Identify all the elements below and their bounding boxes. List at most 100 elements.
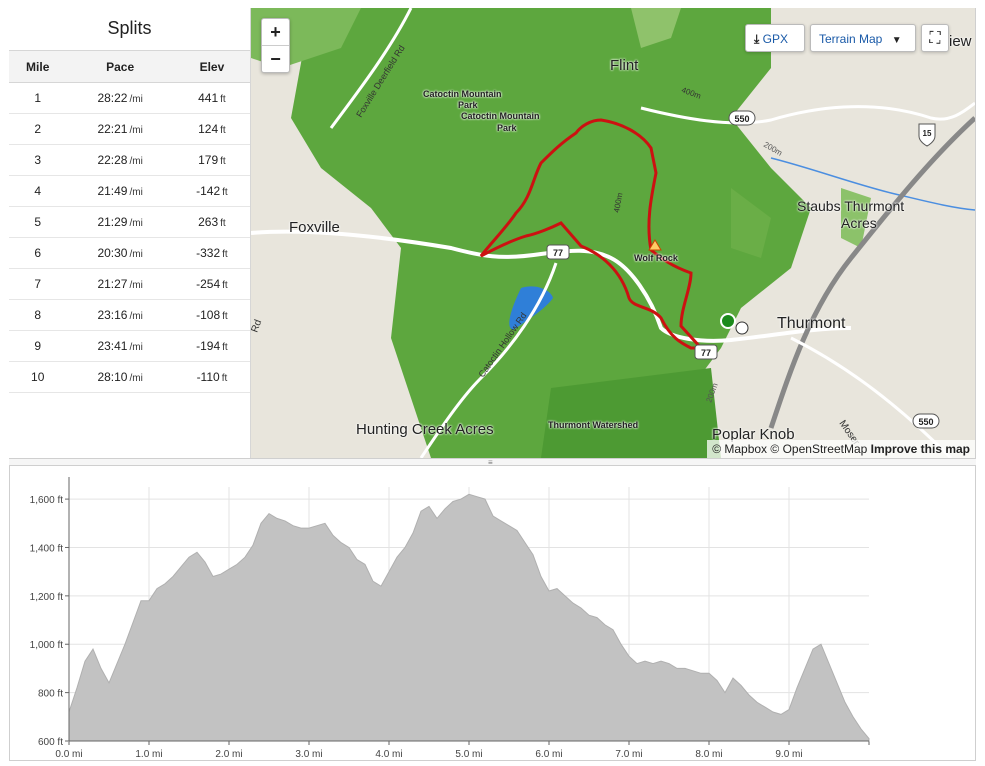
- gpx-download-button[interactable]: ⤓ GPX: [745, 24, 805, 52]
- y-tick-label: 1,400 ft: [30, 543, 64, 554]
- panel-resize-handle[interactable]: ≡: [9, 458, 976, 467]
- label-wolf-rock: Wolf Rock: [634, 253, 678, 263]
- splits-panel: Splits Mile Pace Elev 1 28:22/mi 441 ft 2 22:…: [9, 8, 251, 458]
- x-tick-label: 9.0 mi: [775, 749, 802, 760]
- start-marker: [720, 313, 736, 329]
- fullscreen-button[interactable]: ⛶: [921, 24, 949, 52]
- highway-15: [768, 116, 975, 429]
- split-mile: 1: [9, 82, 67, 114]
- y-tick-label: 800 ft: [38, 689, 63, 700]
- fullscreen-icon: ⛶: [929, 30, 941, 47]
- split-mile: 2: [9, 113, 67, 145]
- route-shield-550b: 550: [912, 413, 940, 429]
- splits-header-row: Mile Pace Elev: [9, 51, 250, 83]
- split-pace: 21:27/mi: [66, 268, 174, 300]
- svg-text:15: 15: [923, 129, 932, 138]
- split-row: 7 21:27/mi -254 ft: [9, 268, 250, 300]
- x-tick-label: 5.0 mi: [455, 749, 482, 760]
- label-thurmont: Thurmont: [777, 315, 846, 332]
- split-row: 3 22:28/mi 179 ft: [9, 144, 250, 176]
- road-hollow: [419, 262, 558, 458]
- zoom-control: + −: [261, 18, 290, 73]
- route-shield-550a: 550: [728, 110, 756, 126]
- elevation-area: [68, 493, 870, 742]
- label-hunting-creek: Hunting Creek Acres: [356, 421, 494, 438]
- label-staubs: Staubs Thurmont: [797, 198, 905, 214]
- split-mile: 5: [9, 206, 67, 238]
- river: [770, 157, 975, 211]
- attribution-osm-link[interactable]: © OpenStreetMap: [770, 442, 868, 456]
- split-pace: 21:29/mi: [66, 206, 174, 238]
- split-mile: 6: [9, 237, 67, 269]
- split-pace: 21:49/mi: [66, 175, 174, 207]
- interstate-shield-15: 15: [918, 123, 936, 147]
- label-poplar-knob: Poplar Knob: [712, 426, 795, 443]
- label-catoctin-1: Catoctin Mountain: [423, 89, 502, 99]
- split-mile: 10: [9, 361, 67, 393]
- drag-handle-icon: ≡: [488, 458, 493, 467]
- split-elev: -194 ft: [173, 330, 250, 362]
- route-shield-77b: 77: [694, 344, 718, 360]
- svg-text:550: 550: [734, 114, 749, 124]
- split-row: 1 28:22/mi 441 ft: [9, 82, 250, 114]
- svg-text:Rd: Rd: [251, 318, 264, 334]
- zoom-in-button[interactable]: +: [270, 22, 281, 42]
- map-style-label: Terrain Map: [819, 32, 883, 46]
- download-icon: ⤓: [754, 32, 760, 46]
- y-tick-label: 600 ft: [38, 737, 63, 748]
- split-pace: 20:30/mi: [66, 237, 174, 269]
- column-header-pace: Pace: [66, 51, 174, 83]
- column-header-elev: Elev: [173, 51, 250, 83]
- svg-text:77: 77: [553, 248, 563, 258]
- split-row: 10 28:10/mi -110 ft: [9, 361, 250, 393]
- y-tick-label: 1,600 ft: [30, 495, 64, 506]
- svg-text:550: 550: [918, 417, 933, 427]
- split-row: 9 23:41/mi -194 ft: [9, 330, 250, 362]
- improve-map-link[interactable]: Improve this map: [870, 442, 970, 456]
- attribution-mapbox-link[interactable]: © Mapbox: [712, 442, 768, 456]
- split-elev: 263 ft: [173, 206, 250, 238]
- road-deerfield: [329, 8, 413, 129]
- split-mile: 4: [9, 175, 67, 207]
- map-style-dropdown[interactable]: Terrain Map ▼: [810, 24, 916, 52]
- x-tick-label: 7.0 mi: [615, 749, 642, 760]
- split-elev: -108 ft: [173, 299, 250, 331]
- label-catoctin-2b: Park: [497, 123, 517, 133]
- label-flint: Flint: [610, 57, 639, 74]
- split-elev: -110 ft: [173, 361, 250, 393]
- route-shield-77a: 77: [546, 244, 570, 260]
- x-tick-label: 0.0 mi: [55, 749, 82, 760]
- split-row: 4 21:49/mi -142 ft: [9, 175, 250, 207]
- split-pace: 28:10/mi: [66, 361, 174, 393]
- elevation-chart: 600 ft 800 ft 1,000 ft 1,200 ft 1,400 ft 1,60…: [9, 467, 976, 761]
- label-catoctin-1b: Park: [458, 100, 478, 110]
- label-catoctin-2: Catoctin Mountain: [461, 111, 540, 121]
- road-550: [640, 101, 975, 125]
- x-tick-label: 8.0 mi: [695, 749, 722, 760]
- x-tick-label: 6.0 mi: [535, 749, 562, 760]
- label-foxville: Foxville: [289, 219, 340, 236]
- split-mile: 8: [9, 299, 67, 331]
- x-tick-label: 2.0 mi: [215, 749, 242, 760]
- map-attribution: © Mapbox © OpenStreetMap Improve this ma…: [707, 440, 975, 458]
- finish-marker: [735, 321, 749, 335]
- split-row: 8 23:16/mi -108 ft: [9, 299, 250, 331]
- zoom-out-button[interactable]: −: [262, 45, 289, 72]
- route-line: [479, 118, 705, 350]
- split-pace: 22:28/mi: [66, 144, 174, 176]
- splits-title: Splits: [9, 8, 250, 51]
- x-tick-label: 4.0 mi: [375, 749, 402, 760]
- split-row: 5 21:29/mi 263 ft: [9, 206, 250, 238]
- split-elev: -142 ft: [173, 175, 250, 207]
- map-canvas[interactable]: 77 77 550 550 15 400m 400m 200m 200m Fox…: [251, 8, 975, 458]
- caret-down-icon: ▼: [891, 35, 902, 46]
- svg-text:400m: 400m: [612, 192, 624, 214]
- svg-text:77: 77: [701, 348, 711, 358]
- splits-table: Mile Pace Elev 1 28:22/mi 441 ft 2 22:21/mi 1 2…: [9, 51, 250, 393]
- forest-area-3: [631, 8, 681, 48]
- route-map[interactable]: 77 77 550 550 15 400m 400m 200m 200m Fox…: [251, 8, 975, 458]
- label-view: iew: [949, 33, 972, 50]
- split-pace: 22:21/mi: [66, 113, 174, 145]
- split-row: 6 20:30/mi -332 ft: [9, 237, 250, 269]
- split-elev: 179 ft: [173, 144, 250, 176]
